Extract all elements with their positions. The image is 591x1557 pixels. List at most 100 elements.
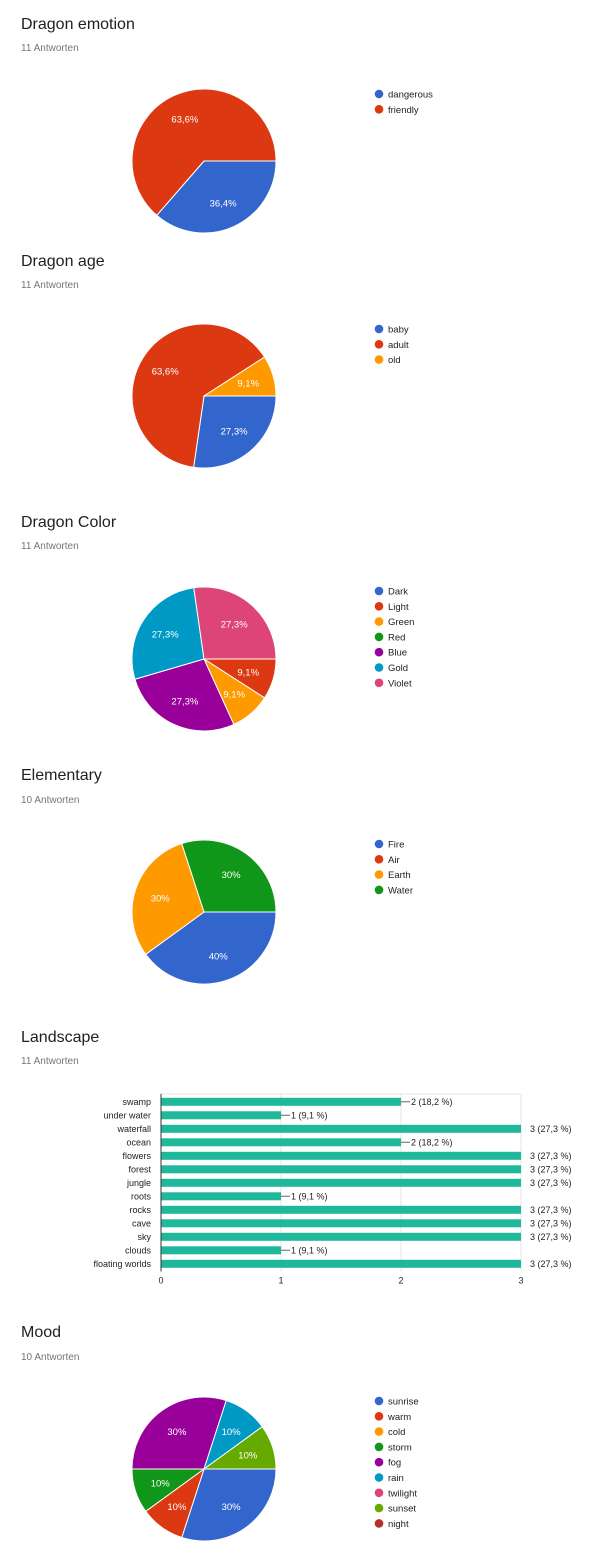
legend-dragon-emotion: dangerous friendly (374, 89, 433, 116)
legend-label-red: Red (388, 632, 405, 643)
legend-label-fog: fog (388, 1458, 401, 1469)
value-label-forest: 3 (27,3 %) (530, 1164, 572, 1174)
legend-swatch-adult (374, 340, 384, 349)
pie-slice-violet (193, 586, 277, 660)
response-count-dragon-color: 11 Antworten (21, 541, 79, 552)
bar-cave (161, 1219, 521, 1228)
legend-swatch-old (374, 355, 384, 364)
response-count-dragon-emotion: 11 Antworten (21, 43, 79, 54)
bar-flowers (161, 1151, 521, 1160)
bar-sky (161, 1232, 521, 1241)
legend-swatch-twilight (374, 1488, 384, 1498)
category-label-clouds: clouds (125, 1245, 152, 1255)
pie-slice-earth (131, 842, 205, 956)
category-label-waterfall: waterfall (116, 1124, 151, 1134)
pie-slice-water (181, 839, 277, 913)
value-label-flowers: 3 (27,3 %) (530, 1151, 572, 1161)
pie-slice-fire (145, 911, 277, 985)
legend-label-water: Water (388, 885, 413, 896)
legend-label-warm: warm (387, 1412, 411, 1423)
legend-swatch-light (374, 602, 384, 611)
value-label-rocks: 3 (27,3 %) (530, 1205, 572, 1215)
category-label-flowers: flowers (122, 1151, 151, 1161)
category-label-sky: sky (138, 1232, 152, 1242)
value-label-jungle: 3 (27,3 %) (530, 1178, 572, 1188)
legend-swatch-blue (374, 647, 384, 657)
chart-title-dragon-age: Dragon age (21, 253, 105, 270)
x-tick-label-1: 1 (278, 1276, 283, 1286)
category-label-roots: roots (131, 1191, 152, 1201)
pie-slice-label-light: 9,1% (237, 668, 259, 679)
category-label-rocks: rocks (129, 1205, 151, 1215)
pie-slice-label-blue: 27,3% (171, 696, 198, 707)
legend-label-friendly: friendly (388, 105, 419, 116)
response-count-elementary: 10 Antworten (21, 795, 80, 806)
pie-slice-label-dangerous: 36,4% (210, 198, 237, 209)
category-label-cave: cave (132, 1218, 151, 1228)
pie-chart-dragon-color: 9,1% 9,1% 27,3% 27,3% 27,3% Dark Light Green Red… (131, 586, 414, 732)
pie-chart-mood: 30% 10% 10% 30% 10% 10% sunrise warm cold storm fo… (131, 1396, 419, 1542)
pie-slice-label-green: 9,1% (223, 689, 245, 700)
legend-label-light: Light (388, 602, 409, 613)
bar-jungle (161, 1178, 521, 1187)
legend-swatch-air (374, 855, 384, 864)
pie-slice-sunrise (181, 1468, 277, 1542)
pie-chart-elementary: 40% 30% 30% Fire Air Earth Water (131, 839, 413, 985)
pie-slice-fog (131, 1396, 227, 1470)
legend-elementary: Fire Air Earth Water (374, 840, 413, 896)
legend-swatch-gold (374, 663, 384, 672)
chart-title-dragon-emotion: Dragon emotion (21, 16, 135, 33)
response-count-dragon-age: 11 Antworten (21, 280, 79, 291)
legend-label-night: night (388, 1519, 409, 1530)
pie-slice-baby (193, 395, 277, 469)
value-label-ocean: 2 (18,2 %) (411, 1137, 453, 1147)
bar-ocean (161, 1138, 401, 1147)
bar-floating-worlds (161, 1259, 521, 1268)
legend-swatch-storm (374, 1442, 384, 1452)
legend-swatch-green (374, 617, 384, 626)
legend-label-air: Air (388, 855, 400, 866)
value-label-cave: 3 (27,3 %) (530, 1218, 572, 1228)
response-count-mood: 10 Antworten (21, 1352, 80, 1363)
legend-label-old: old (388, 355, 401, 366)
pie-slice-label-earth: 30% (151, 893, 171, 904)
pie-slice-label-fog: 30% (167, 1427, 187, 1438)
pie-slice-old (202, 356, 277, 397)
legend-swatch-violet (374, 678, 384, 688)
chart-title-mood: Mood (21, 1324, 62, 1341)
x-tick-label-0: 0 (158, 1276, 163, 1286)
legend-dragon-color: Dark Light Green Red Blue Gold Violet (374, 587, 414, 689)
bar-clouds (161, 1246, 281, 1255)
x-tick-label-2: 2 (398, 1276, 403, 1286)
legend-label-twilight: twilight (388, 1488, 417, 1499)
legend-label-dark: Dark (388, 587, 408, 598)
pie-slice-label-baby: 27,3% (221, 426, 248, 437)
bar-under-water (161, 1111, 281, 1120)
legend-swatch-sunset (374, 1503, 384, 1513)
legend-label-earth: Earth (388, 870, 411, 881)
legend-label-blue: Blue (388, 648, 407, 659)
legend-swatch-earth (374, 870, 384, 879)
pie-slice-label-friendly: 63,6% (171, 115, 198, 126)
legend-label-cold: cold (388, 1427, 405, 1438)
chart-title-landscape: Landscape (21, 1029, 100, 1046)
pie-slice-label-gold: 27,3% (152, 630, 179, 641)
legend-swatch-red (374, 632, 384, 642)
legend-swatch-dangerous (374, 89, 384, 99)
category-label-floating-worlds: floating worlds (93, 1259, 151, 1269)
value-label-sky: 3 (27,3 %) (530, 1232, 572, 1242)
legend-swatch-cold (374, 1427, 384, 1436)
pie-slice-label-warm: 10% (167, 1502, 187, 1513)
bar-swamp (161, 1097, 401, 1106)
legend-label-sunrise: sunrise (388, 1397, 419, 1408)
legend-label-sunset: sunset (388, 1504, 416, 1515)
pie-slice-label-old: 9,1% (237, 379, 259, 390)
bar-chart-landscape: 0 1 2 3 swamp 2 (18,2 %) under water 1 (9,1 %) w… (93, 1093, 572, 1286)
pie-slice-label-adult: 63,6% (152, 367, 179, 378)
legend-label-adult: adult (388, 340, 409, 351)
pie-slice-label-water: 30% (222, 870, 242, 881)
pie-slice-label-sunrise: 30% (222, 1502, 242, 1513)
legend-label-violet: Violet (388, 678, 412, 689)
legend-label-storm: storm (388, 1442, 412, 1453)
